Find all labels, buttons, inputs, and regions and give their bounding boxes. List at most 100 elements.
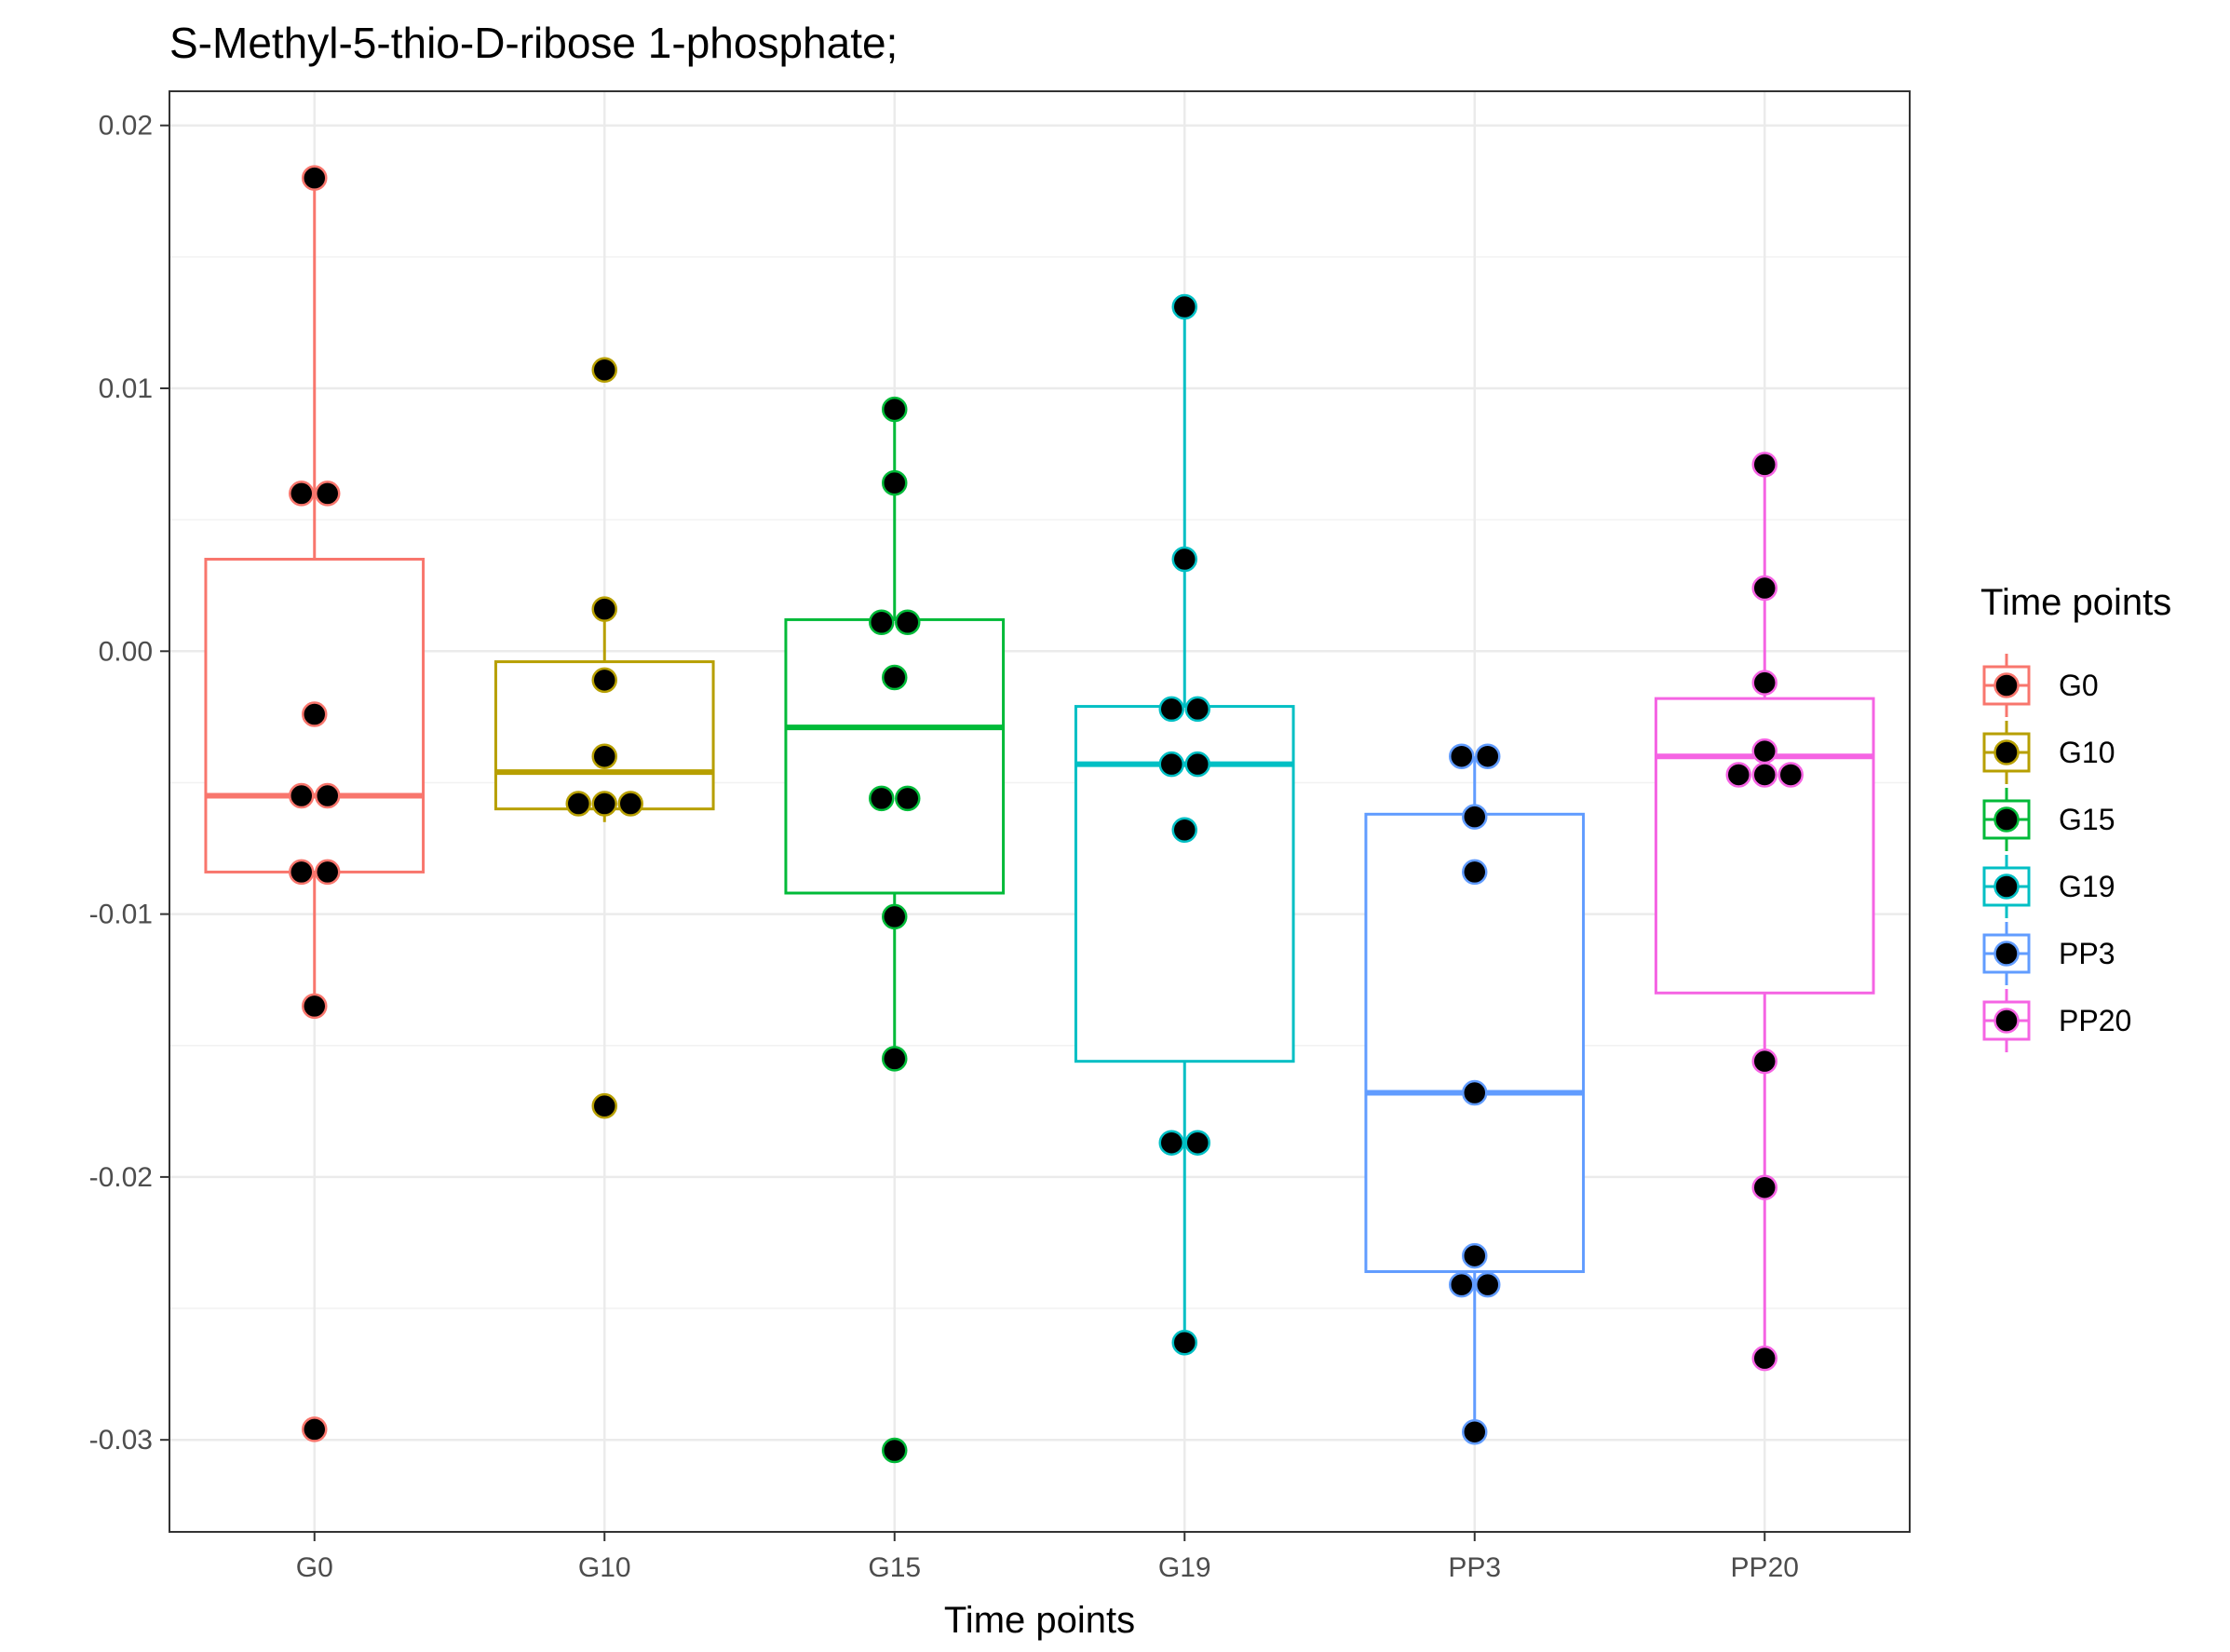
legend-item-g0: G0 [1982,654,2099,717]
data-point [1184,1130,1210,1156]
data-point [302,993,328,1020]
data-point [882,469,908,496]
y-tick-label: -0.01 [89,900,153,930]
x-tick-label: G19 [1158,1552,1211,1583]
data-point [617,791,643,817]
data-point [591,1092,617,1119]
data-point [1751,670,1777,696]
data-point [882,1046,908,1072]
legend-title: Time points [1980,582,2171,623]
box-g19 [1074,306,1295,1343]
x-axis-title: Time points [944,1600,1135,1641]
y-tick-label: -0.02 [89,1162,153,1193]
data-point [565,791,591,817]
data-point [1751,452,1777,478]
data-point [1449,1271,1475,1298]
data-point [302,165,328,191]
axes: 0.02 0.01 0.00 -0.01 -0.02 -0.03 G0 G10 G15 G19 PP… [89,111,1799,1583]
data-point [882,664,908,691]
legend-item-g15: G15 [1982,788,2115,851]
data-point [1171,293,1197,320]
data-point [1751,738,1777,765]
data-point [869,609,895,635]
data-point [1462,1079,1488,1106]
chart-title: S-Methyl-5-thio-D-ribose 1-phosphate; [169,19,898,67]
data-point [895,785,921,812]
data-point [1751,575,1777,602]
data-point [1777,762,1804,788]
data-point [1158,696,1184,723]
data-point [1751,1345,1777,1372]
data-point [1751,1048,1777,1075]
data-point [1158,1130,1184,1156]
box-iqr [1364,812,1586,1274]
legend: Time points G0 G10 G15 G19 PP3 PP20 [1980,582,2171,1052]
x-tick-label: G15 [868,1552,921,1583]
points-g19 [1158,293,1210,1356]
data-point [591,667,617,694]
data-point [1462,1242,1488,1269]
legend-key-point [1993,672,2020,698]
y-tick-label: 0.02 [99,111,153,142]
legend-key-point [1993,941,2020,967]
legend-item-g19: G19 [1982,855,2115,918]
data-point [1462,859,1488,886]
legend-key-point [1993,1008,2020,1034]
data-point [302,701,328,727]
legend-item-g10: G10 [1982,721,2115,784]
legend-label: G10 [2059,736,2115,769]
legend-label: PP20 [2059,1004,2131,1037]
data-point [289,782,315,809]
data-point [591,596,617,622]
data-point [302,1416,328,1442]
data-points [289,165,1804,1464]
data-point [1475,743,1501,769]
data-point [591,357,617,383]
data-point [1751,762,1777,788]
legend-label: PP3 [2059,937,2115,970]
x-tick-label: G10 [578,1552,631,1583]
data-point [882,396,908,423]
plot-panel-border [169,90,1911,1533]
data-point [591,743,617,769]
data-point [1171,1329,1197,1356]
data-point [1449,743,1475,769]
points-pp20 [1725,452,1804,1372]
data-point [1171,817,1197,844]
legend-item-pp3: PP3 [1982,922,2115,985]
data-point [1475,1271,1501,1298]
points-pp3 [1449,743,1501,1445]
x-tick-label: PP3 [1448,1552,1501,1583]
points-g0 [289,165,341,1442]
box-pp3 [1364,756,1586,1432]
legend-label: G15 [2059,803,2115,836]
data-point [315,782,341,809]
legend-key-point [1993,873,2020,900]
data-point [882,903,908,930]
data-point [1462,804,1488,830]
data-point [315,481,341,507]
y-tick-label: -0.03 [89,1425,153,1456]
data-point [1462,1418,1488,1445]
data-point [591,791,617,817]
plot-panel [169,91,1910,1532]
data-point [882,1437,908,1464]
y-tick-label: 0.01 [99,373,153,404]
y-tick-label: 0.00 [99,636,153,667]
box-iqr [784,617,1006,895]
data-point [869,785,895,812]
data-point [1184,751,1210,778]
data-point [289,481,315,507]
data-point [1725,762,1751,788]
points-g15 [869,396,921,1464]
points-g10 [565,357,643,1119]
legend-key-point [1993,806,2020,833]
data-point [1751,1174,1777,1200]
box-iqr [1074,705,1295,1063]
x-tick-label: G0 [296,1552,333,1583]
legend-item-pp20: PP20 [1982,989,2131,1052]
data-point [1184,696,1210,723]
data-point [289,859,315,886]
legend-key-point [1993,739,2020,765]
